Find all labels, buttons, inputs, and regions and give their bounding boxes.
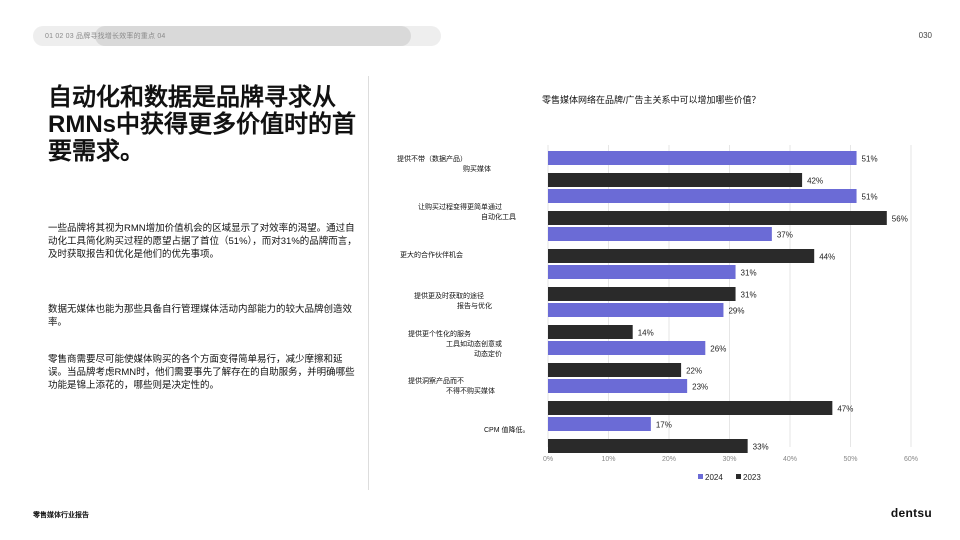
dentsu-logo: dentsu <box>890 506 932 520</box>
category-label: 动态定价 <box>474 349 502 358</box>
bar-2024 <box>548 189 857 203</box>
category-label: 报告与优化 <box>457 301 492 310</box>
x-tick-label: 30% <box>722 456 736 463</box>
bar-2023 <box>548 287 736 301</box>
x-tick-label: 40% <box>783 456 797 463</box>
breadcrumb: 01 02 03 品牌寻找增长效率的重点 04 <box>45 33 166 40</box>
bar-2023 <box>548 325 633 339</box>
column-divider <box>368 76 369 490</box>
bar-2024 <box>548 417 651 431</box>
bar-2023 <box>548 439 748 453</box>
data-label: 51% <box>862 155 878 164</box>
body-paragraph-2: 数据无媒体也能为那些具备自行管理媒体活动内部能力的较大品牌创造效率。 <box>48 304 353 328</box>
data-label: 29% <box>728 307 744 316</box>
data-label: 17% <box>656 421 672 430</box>
category-label: 提供更及时获取的途径 <box>414 291 484 300</box>
data-label: 22% <box>686 367 702 376</box>
data-label: 31% <box>741 291 757 300</box>
bar-2023 <box>548 211 887 225</box>
category-label: 自动化工具 <box>481 212 516 221</box>
progress-nav: 01 02 03 品牌寻找增长效率的重点 04 <box>33 26 441 46</box>
x-tick-label: 60% <box>904 456 918 463</box>
category-label: 提供更个性化的服务 <box>408 329 471 338</box>
bar-2024 <box>548 265 736 279</box>
category-label: 更大的合作伙伴机会 <box>400 250 463 259</box>
page-title: 自动化和数据是品牌寻求从RMNs中获得更多价值时的首要需求。 <box>48 84 357 165</box>
legend-label-2023: 2023 <box>743 473 761 482</box>
bar-2023 <box>548 173 803 187</box>
category-label: 工具如动态创意或 <box>446 339 502 348</box>
data-label: 42% <box>807 177 823 186</box>
bar-2024 <box>548 151 857 165</box>
legend-swatch-2024 <box>698 474 703 479</box>
bar-2023 <box>548 249 815 263</box>
x-tick-label: 10% <box>601 456 615 463</box>
x-tick-label: 20% <box>662 456 676 463</box>
category-label: 提供不带（数据产品） <box>397 154 467 163</box>
legend-label-2024: 2024 <box>705 473 723 482</box>
data-label: 31% <box>741 269 757 278</box>
data-label: 44% <box>819 253 835 262</box>
data-label: 37% <box>777 231 793 240</box>
category-label: 提供洞察产品而不 <box>408 376 464 385</box>
data-label: 51% <box>862 193 878 202</box>
data-label: 47% <box>837 405 853 414</box>
bar-2023 <box>548 401 833 415</box>
data-label: 33% <box>753 443 769 452</box>
bar-2023 <box>548 363 682 377</box>
legend-swatch-2023 <box>736 474 741 479</box>
body-paragraph-3: 零售商需要尽可能使媒体购买的各个方面变得简单易行，减少摩擦和延误。当品牌考虑RM… <box>48 354 355 391</box>
bar-2024 <box>548 341 706 355</box>
page-number: 030 <box>918 31 932 40</box>
data-label: 56% <box>892 215 908 224</box>
category-label: 让购买过程变得更简单通过 <box>418 202 502 211</box>
body-paragraph-1: 一些品牌将其视为RMN增加价值机会的区域显示了对效率的渴望。通过自动化工具简化购… <box>48 223 357 260</box>
bar-2024 <box>548 303 724 317</box>
bar-2024 <box>548 227 772 241</box>
chart-title: 零售媒体网络在品牌/广告主关系中可以增加哪些价值？ <box>542 95 761 105</box>
category-label: 不得不购买媒体 <box>446 386 495 395</box>
category-label: 购买媒体 <box>463 164 491 173</box>
category-label: CPM 值降低。 <box>484 425 530 434</box>
bar-2024 <box>548 379 688 393</box>
data-label: 14% <box>638 329 654 338</box>
data-label: 26% <box>710 345 726 354</box>
data-label: 23% <box>692 383 708 392</box>
progress-nav-fill <box>95 26 411 46</box>
x-tick-label: 0% <box>543 456 553 463</box>
report-name: 零售媒体行业报告 <box>33 512 89 519</box>
x-tick-label: 50% <box>843 456 857 463</box>
